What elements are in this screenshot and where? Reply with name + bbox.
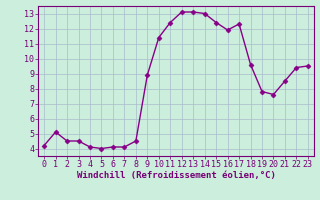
X-axis label: Windchill (Refroidissement éolien,°C): Windchill (Refroidissement éolien,°C)	[76, 171, 276, 180]
